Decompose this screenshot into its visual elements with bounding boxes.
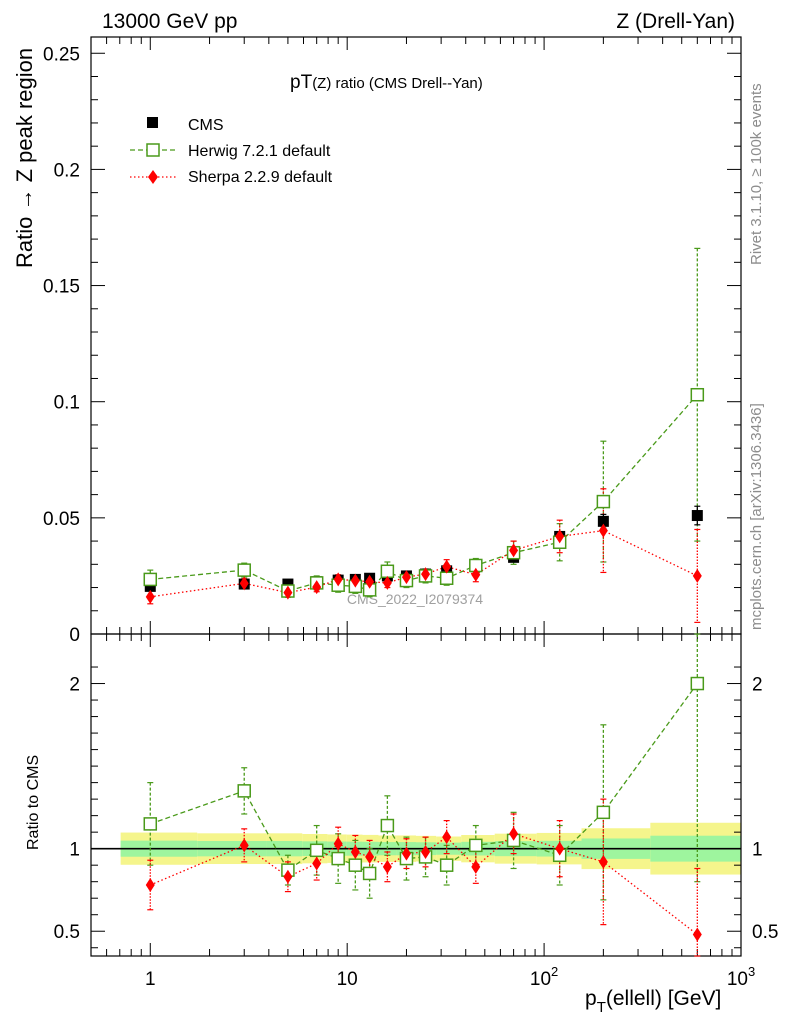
sherpa-ratio-point [471,859,481,874]
herwig-ratio-point [362,866,377,881]
legend-herwig-label: Herwig 7.2.1 default [188,143,331,160]
x-tick-label-base: 10 [530,969,551,990]
ratio-plot-frame [90,633,742,957]
herwig-ratio-point [331,851,345,866]
sherpa-ratio-point [421,844,431,859]
plot-title: pT(Z) ratio (CMS Drell--Yan) [290,72,483,93]
herwig-data-point [690,387,705,402]
sherpa-ratio-point [283,869,293,884]
x-tick-label: 102 [530,964,558,990]
mcplots-label: mcplots.cern.ch [arXiv:1306.3436] [748,403,765,630]
ratio-y-tick-label-right: 0.5 [752,922,778,943]
sherpa-ratio-point [365,849,375,864]
sherpa-data-point [365,574,375,589]
x-tick-label-base: 10 [337,969,358,990]
sherpa-ratio-point [598,854,608,869]
herwig-ratio-line [150,683,698,875]
herwig-ratio-point [143,817,158,831]
ratio-y-tick-label-right: 1 [752,840,763,861]
sherpa-data-point [598,523,608,538]
legend-sherpa-marker [148,170,158,184]
herwig-data-point [143,572,158,587]
sherpa-data-point [283,585,293,600]
herwig-ratio-point [469,838,483,853]
sherpa-data-point [471,567,481,582]
x-axis-title-sub: T [597,999,606,1016]
sherpa-ratio-point [555,841,565,856]
sherpa-data-point [421,567,431,582]
sherpa-data-point [312,580,322,595]
sherpa-ratio-point [239,838,249,853]
sherpa-ratio-point [509,826,519,841]
ratio-y-tick-label: 0.5 [54,922,80,943]
legend-cms-label: CMS [188,117,224,134]
x-tick-label: 1 [145,969,156,990]
sherpa-data-point [333,572,343,587]
ratio-y-axis-title: Ratio to CMS [25,755,42,850]
header-left-label: 13000 GeV pp [102,10,237,33]
herwig-data-point [237,563,251,577]
sherpa-ratio-point [312,856,322,871]
herwig-line [150,394,698,592]
y-tick-label: 0 [69,625,80,646]
sherpa-data-point [239,576,249,591]
sherpa-data-point [555,529,565,544]
legend-cms-marker [147,117,158,128]
herwig-ratio-point [348,858,363,872]
sherpa-ratio-point [692,927,702,942]
sherpa-ratio-point [333,836,343,851]
sherpa-ratio-point [382,859,392,874]
x-tick-label-base: 10 [727,969,748,990]
herwig-data-point [596,494,611,509]
plot-title-main: pT [290,72,313,93]
sherpa-data-point [509,543,519,558]
herwig-ratio-point [380,818,395,833]
sherpa-ratio-point [401,846,411,861]
herwig-ratio-point [596,805,611,820]
sherpa-data-point [401,570,411,585]
sherpa-ratio-point [442,830,452,845]
sherpa-data-point [692,568,702,583]
ratio-y-tick-label: 1 [69,840,80,861]
y-tick-label: 0.2 [54,160,80,181]
x-axis-title: pT(ellell) [GeV] [585,987,721,1016]
herwig-ratio-point [439,858,454,872]
sherpa-ratio-point [350,844,360,859]
legend: CMS Herwig 7.2.1 default Sherpa 2.2.9 de… [130,117,333,186]
legend-sherpa-label: Sherpa 2.2.9 default [188,169,333,186]
x-tick-label: 103 [727,964,755,990]
sherpa-data-point [350,573,360,588]
main-y-axis-title: Ratio → Z peak region [12,48,37,268]
herwig-ratio-point [237,784,251,798]
analysis-watermark: CMS_2022_I2079374 [347,591,483,607]
herwig-data-point [439,571,454,585]
legend-herwig-marker [146,143,160,157]
plot-title-sub: (Z) ratio (CMS Drell--Yan) [312,75,483,92]
ratio-y-tick-label-right: 2 [752,675,763,696]
y-tick-label: 0.25 [43,44,80,65]
x-axis-title-main: p [585,987,597,1010]
header-right-label: Z (Drell-Yan) [616,10,735,33]
herwig-ratio-point [690,676,705,691]
x-tick-label: 10 [337,969,358,990]
y-tick-label: 0.05 [43,509,80,530]
x-tick-label-exponent: 2 [551,964,558,979]
sherpa-ratio-point [145,877,155,892]
sherpa-data-point [442,559,452,574]
sherpa-data-point [145,589,155,604]
herwig-ratio-point [309,843,324,858]
y-tick-label: 0.1 [54,393,80,414]
y-tick-label: 0.15 [43,277,80,298]
x-tick-label-base: 1 [145,969,156,990]
rivet-version-label: Rivet 3.1.10, ≥ 100k events [748,83,765,265]
sherpa-line [150,529,698,598]
ratio-y-tick-label: 2 [69,675,80,696]
herwig-data-point [380,564,395,579]
x-axis-title-rest: (ellell) [GeV] [606,987,722,1010]
sherpa-data-point [382,575,392,590]
x-tick-label-exponent: 3 [748,964,755,979]
